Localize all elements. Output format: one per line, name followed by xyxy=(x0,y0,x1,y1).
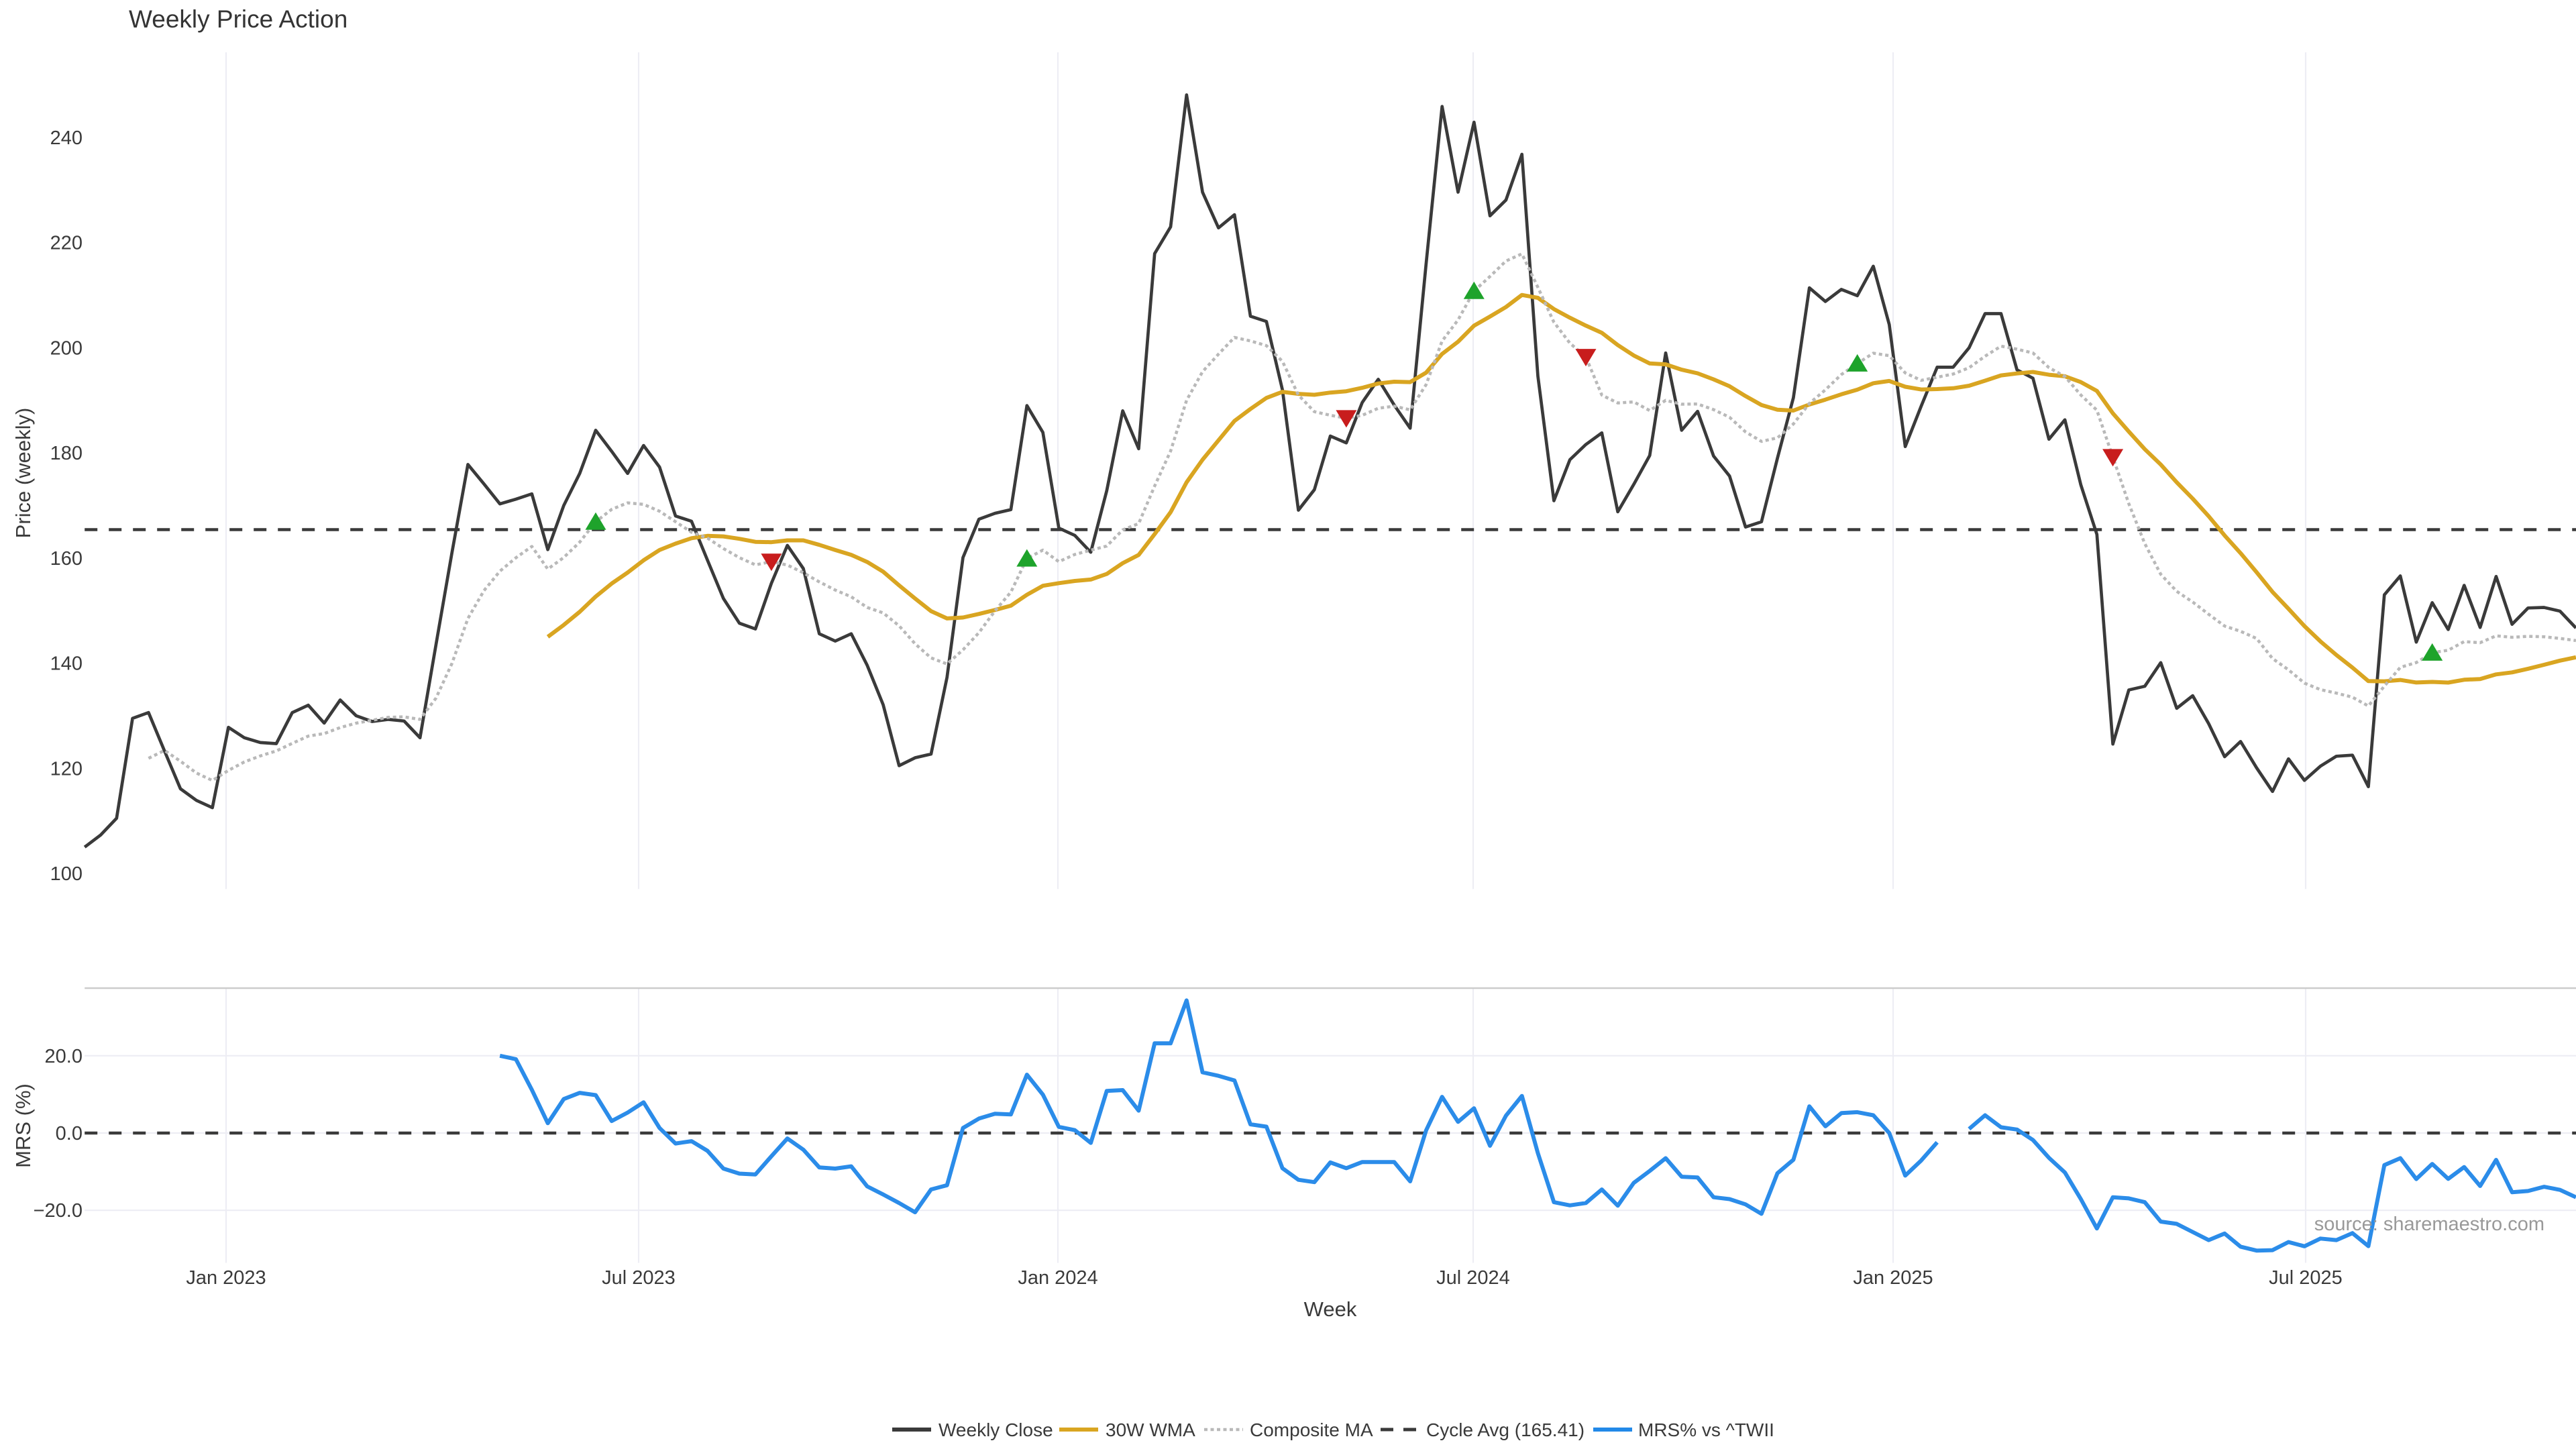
svg-text:Cycle Avg (165.41): Cycle Avg (165.41) xyxy=(1426,1419,1585,1440)
svg-text:220: 220 xyxy=(50,233,83,254)
svg-text:180: 180 xyxy=(50,443,83,464)
svg-text:30W WMA: 30W WMA xyxy=(1106,1419,1195,1440)
svg-text:200: 200 xyxy=(50,337,83,359)
svg-text:160: 160 xyxy=(50,548,83,570)
svg-text:Composite MA: Composite MA xyxy=(1250,1419,1373,1440)
svg-text:Weekly Price Action: Weekly Price Action xyxy=(129,5,347,33)
svg-text:120: 120 xyxy=(50,758,83,780)
svg-text:0.0: 0.0 xyxy=(56,1123,83,1144)
svg-text:Jul 2023: Jul 2023 xyxy=(602,1267,676,1289)
svg-text:Jul 2024: Jul 2024 xyxy=(1436,1267,1510,1289)
svg-text:140: 140 xyxy=(50,653,83,675)
svg-text:−20.0: −20.0 xyxy=(34,1200,83,1222)
svg-text:Jan 2025: Jan 2025 xyxy=(1853,1267,1933,1289)
svg-text:20.0: 20.0 xyxy=(45,1046,83,1067)
svg-text:source: sharemaestro.com: source: sharemaestro.com xyxy=(2314,1214,2544,1235)
svg-text:Price (weekly): Price (weekly) xyxy=(11,408,35,539)
svg-text:Week: Week xyxy=(1304,1297,1357,1321)
svg-text:MRS% vs ^TWII: MRS% vs ^TWII xyxy=(1638,1419,1774,1440)
svg-text:100: 100 xyxy=(50,863,83,885)
svg-text:Jan 2024: Jan 2024 xyxy=(1018,1267,1097,1289)
svg-text:Weekly Close: Weekly Close xyxy=(938,1419,1053,1440)
svg-text:MRS (%): MRS (%) xyxy=(11,1083,35,1168)
svg-text:Jan 2023: Jan 2023 xyxy=(186,1267,266,1289)
svg-text:240: 240 xyxy=(50,127,83,149)
svg-text:Jul 2025: Jul 2025 xyxy=(2269,1267,2343,1289)
